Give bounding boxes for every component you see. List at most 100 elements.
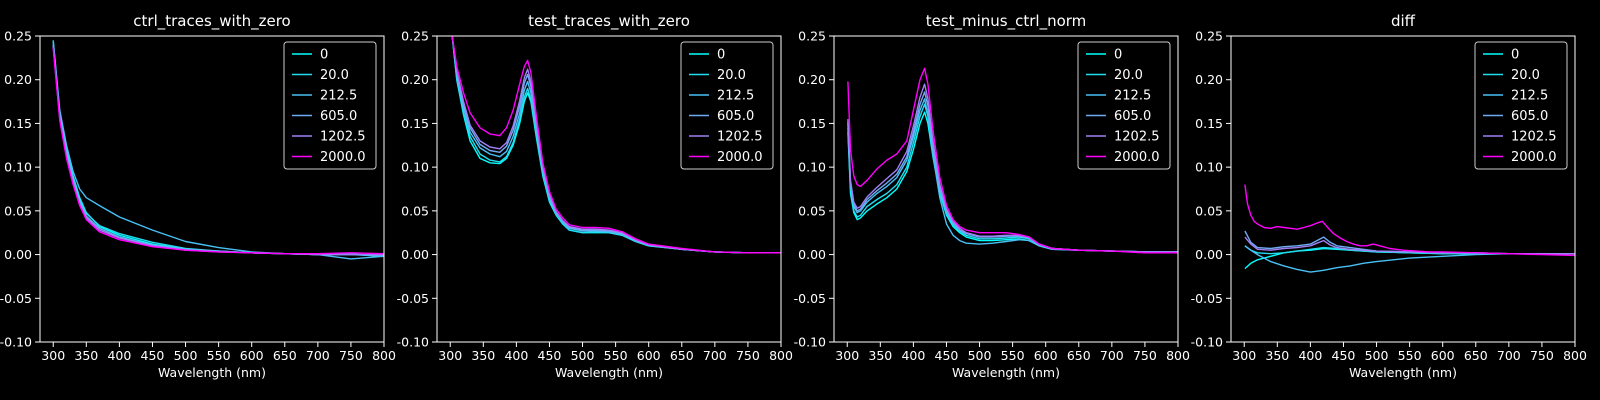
legend-entry: 2000.0 bbox=[1114, 150, 1160, 165]
x-tick-label: 500 bbox=[1365, 348, 1389, 363]
x-tick-label: 450 bbox=[935, 348, 959, 363]
x-tick-label: 400 bbox=[107, 348, 131, 363]
series-line-212-5 bbox=[1244, 245, 1575, 273]
x-tick-label: 600 bbox=[240, 348, 264, 363]
y-tick-label: 0.10 bbox=[798, 160, 826, 175]
chart-title: test_minus_ctrl_norm bbox=[926, 12, 1087, 31]
legend-entry: 1202.5 bbox=[320, 130, 366, 145]
chart-title: ctrl_traces_with_zero bbox=[133, 12, 290, 31]
x-tick-label: 300 bbox=[41, 348, 65, 363]
y-tick-label: 0.00 bbox=[1195, 247, 1223, 262]
x-tick-label: 350 bbox=[74, 348, 98, 363]
x-tick-label: 300 bbox=[1232, 348, 1256, 363]
series-line-212-5 bbox=[847, 98, 1178, 253]
y-tick-label: 0.00 bbox=[4, 247, 32, 262]
x-tick-label: 750 bbox=[1530, 348, 1554, 363]
series-line-20-0 bbox=[1244, 245, 1575, 255]
y-tick-label: 0.00 bbox=[401, 247, 429, 262]
y-tick-label: 0.20 bbox=[1195, 72, 1223, 87]
legend-entry: 20.0 bbox=[320, 68, 349, 83]
x-axis-label: Wavelength (nm) bbox=[952, 365, 1060, 380]
plot-frame bbox=[833, 35, 1179, 343]
series-line-2000-0 bbox=[52, 48, 384, 255]
x-tick-label: 600 bbox=[1431, 348, 1455, 363]
series-line-1202-5 bbox=[451, 36, 781, 254]
legend-entry: 212.5 bbox=[717, 89, 754, 104]
x-tick-label: 700 bbox=[1100, 348, 1124, 363]
x-tick-label: 300 bbox=[438, 348, 462, 363]
chart-panel-2: 300 350 400 450 500 550 600 650 700 750 800 -0.10 -0… bbox=[397, 12, 793, 380]
chart-title: test_traces_with_zero bbox=[528, 12, 690, 31]
x-axis-label: Wavelength (nm) bbox=[555, 365, 663, 380]
x-tick-label: 600 bbox=[1034, 348, 1058, 363]
legend-entry: 0 bbox=[717, 48, 725, 63]
legend-entry: 605.0 bbox=[1511, 109, 1548, 124]
y-tick-label: -0.10 bbox=[397, 335, 429, 350]
x-tick-label: 350 bbox=[1265, 348, 1289, 363]
y-tick-label: 0.15 bbox=[4, 116, 32, 131]
x-tick-label: 650 bbox=[1067, 348, 1091, 363]
legend-entry: 212.5 bbox=[1511, 89, 1548, 104]
chart-panel-1: 300 350 400 450 500 550 600 650 700 750 800 -0.10 -0… bbox=[0, 12, 396, 380]
legend-entry: 2000.0 bbox=[717, 150, 763, 165]
chart-panel-4: 300 350 400 450 500 550 600 650 700 750 800 -0.10 -0… bbox=[1191, 12, 1587, 380]
legend-entry: 2000.0 bbox=[320, 150, 366, 165]
y-tick-label: -0.05 bbox=[0, 291, 32, 306]
legend-entry: 1202.5 bbox=[1114, 130, 1160, 145]
x-tick-label: 800 bbox=[372, 348, 396, 363]
x-tick-label: 800 bbox=[769, 348, 793, 363]
x-tick-label: 700 bbox=[703, 348, 727, 363]
y-tick-label: 0.10 bbox=[401, 160, 429, 175]
x-tick-label: 400 bbox=[1298, 348, 1322, 363]
x-tick-label: 450 bbox=[1332, 348, 1356, 363]
x-tick-label: 450 bbox=[141, 348, 165, 363]
y-tick-label: 0.15 bbox=[401, 116, 429, 131]
legend-entry: 0 bbox=[1511, 48, 1519, 63]
x-tick-label: 350 bbox=[868, 348, 892, 363]
y-tick-label: -0.10 bbox=[0, 335, 32, 350]
x-tick-label: 500 bbox=[968, 348, 992, 363]
chart-panel-3: 300 350 400 450 500 550 600 650 700 750 800 -0.10 -0… bbox=[794, 12, 1190, 380]
x-tick-label: 550 bbox=[604, 348, 628, 363]
y-tick-label: 0.25 bbox=[401, 29, 429, 44]
chart-title: diff bbox=[1391, 12, 1416, 30]
plot-frame bbox=[436, 35, 782, 343]
y-tick-label: 0.05 bbox=[1195, 203, 1223, 218]
x-tick-label: 400 bbox=[504, 348, 528, 363]
x-tick-label: 650 bbox=[670, 348, 694, 363]
legend-entry: 1202.5 bbox=[1511, 130, 1557, 145]
legend-entry: 212.5 bbox=[1114, 89, 1151, 104]
legend-entry: 605.0 bbox=[320, 109, 357, 124]
series-line-2000-0 bbox=[847, 67, 1178, 254]
y-tick-label: 0.20 bbox=[798, 72, 826, 87]
x-axis-label: Wavelength (nm) bbox=[158, 365, 266, 380]
x-tick-label: 650 bbox=[273, 348, 297, 363]
y-tick-label: 0.20 bbox=[401, 72, 429, 87]
series-line-2000-0 bbox=[1244, 184, 1575, 257]
plot-frame bbox=[39, 35, 385, 343]
x-tick-label: 750 bbox=[736, 348, 760, 363]
x-tick-label: 300 bbox=[835, 348, 859, 363]
x-tick-label: 700 bbox=[1497, 348, 1521, 363]
y-tick-label: -0.05 bbox=[397, 291, 429, 306]
x-tick-label: 400 bbox=[901, 348, 925, 363]
y-tick-label: 0.25 bbox=[1195, 29, 1223, 44]
legend-entry: 1202.5 bbox=[717, 130, 763, 145]
x-tick-label: 550 bbox=[207, 348, 231, 363]
y-tick-label: 0.25 bbox=[4, 29, 32, 44]
series-line-20-0 bbox=[847, 103, 1178, 253]
plot-frame bbox=[1230, 35, 1576, 343]
y-tick-label: 0.05 bbox=[401, 203, 429, 218]
x-tick-label: 700 bbox=[306, 348, 330, 363]
x-tick-label: 750 bbox=[1133, 348, 1157, 363]
x-tick-label: 450 bbox=[538, 348, 562, 363]
x-tick-label: 600 bbox=[637, 348, 661, 363]
x-tick-label: 800 bbox=[1563, 348, 1587, 363]
y-tick-label: 0.10 bbox=[1195, 160, 1223, 175]
legend-entry: 0 bbox=[1114, 48, 1122, 63]
y-tick-label: 0.10 bbox=[4, 160, 32, 175]
y-tick-label: -0.05 bbox=[794, 291, 826, 306]
x-tick-label: 500 bbox=[571, 348, 595, 363]
